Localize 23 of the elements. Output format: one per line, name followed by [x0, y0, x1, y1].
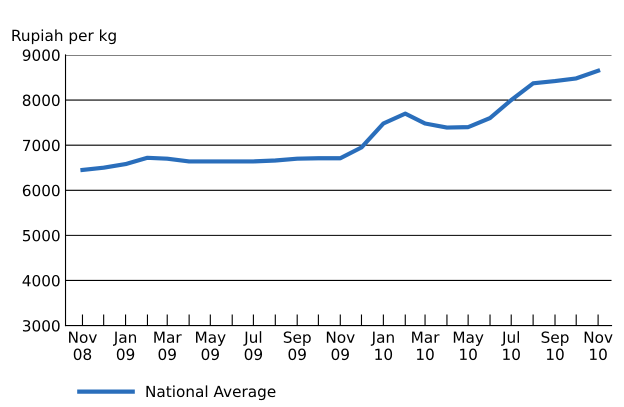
- x-tick-label: Jul 10: [501, 331, 520, 360]
- x-tick-label: Nov 08: [69, 332, 97, 360]
- y-tick-label: 8000: [22, 94, 60, 106]
- x-tick-label: Jul 09: [243, 331, 262, 360]
- x-tick-label: May 09: [196, 332, 226, 360]
- x-tick-label: Mar 10: [412, 332, 440, 360]
- x-tick-label: Mar 09: [154, 332, 182, 360]
- y-axis-title: Rupiah per kg: [12, 29, 116, 44]
- x-tick-label: Jan 09: [112, 332, 136, 360]
- y-tick-label: 3000: [22, 320, 60, 332]
- y-tick-label: 5000: [22, 230, 60, 242]
- y-tick-label: 4000: [22, 274, 60, 287]
- y-tick-label: 6000: [22, 184, 60, 196]
- x-tick-label: Nov 10: [584, 332, 613, 360]
- y-tick-label: 7000: [23, 140, 60, 152]
- x-tick-label: Jan 10: [370, 332, 394, 360]
- x-tick-label: May 10: [454, 332, 484, 360]
- y-tick-label: 9000: [22, 49, 60, 61]
- line-series: [80, 68, 600, 172]
- x-tick-label: Sep 10: [542, 331, 569, 360]
- legend-label: National Average: [146, 385, 276, 400]
- x-tick-label: Sep 09: [284, 331, 311, 360]
- x-tick-label: Nov 09: [326, 332, 355, 360]
